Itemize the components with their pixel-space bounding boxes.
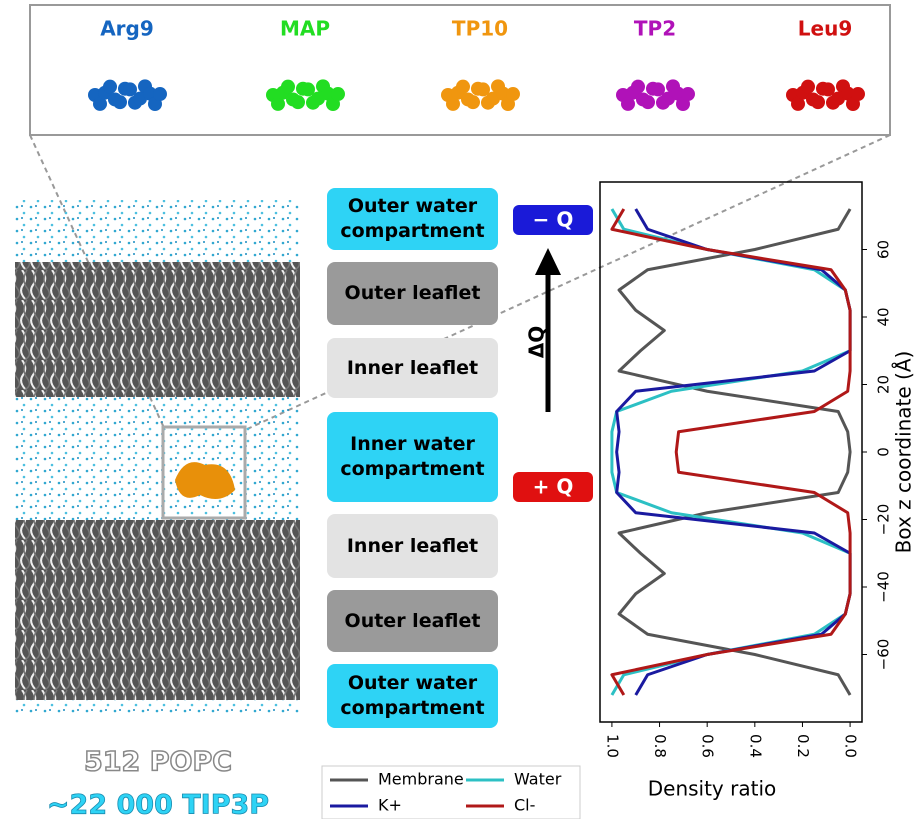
compartment-label: Outer leaflet — [327, 590, 498, 652]
peptide-atom — [103, 80, 117, 94]
y-tick-label: 20 — [875, 375, 893, 394]
page: − Q + Q ΔQ 512 POPC ~22 000 TIP3P Densit… — [0, 0, 917, 819]
legend-label: K+ — [378, 796, 402, 815]
peptide-atom — [291, 95, 305, 109]
x-tick-label: 0.4 — [746, 734, 764, 758]
y-tick-label: −40 — [875, 571, 893, 603]
y-tick-label: 60 — [875, 240, 893, 259]
charge-label: + Q — [533, 475, 574, 499]
peptide-name: TP2 — [634, 17, 676, 41]
x-tick-label: 0.6 — [699, 734, 717, 758]
compartment-label: Inner leaflet — [327, 514, 498, 578]
density-line — [612, 209, 850, 695]
peptide-atom — [113, 95, 127, 109]
lipid-count: 512 POPC — [84, 747, 232, 778]
y-tick-label: −60 — [875, 639, 893, 671]
legend-label: Water — [514, 770, 562, 789]
compartment-label: Outer water compartment — [327, 664, 498, 728]
peptide-atom — [631, 80, 645, 94]
peptide-atom — [641, 95, 655, 109]
compartment-label: Outer water compartment — [327, 188, 498, 250]
charge-label: − Q — [533, 208, 574, 232]
plot-frame — [600, 182, 862, 722]
legend-label: Cl- — [514, 796, 535, 815]
peptide-name: Leu9 — [798, 17, 852, 41]
compartment-label: Inner water compartment — [327, 412, 498, 502]
peptide-atom — [506, 87, 520, 101]
compartment-label: Outer leaflet — [327, 262, 498, 325]
y-tick-label: −20 — [875, 504, 893, 536]
peptide-name: MAP — [280, 17, 330, 41]
peptide-atom — [681, 87, 695, 101]
gradient-label: ΔQ — [525, 326, 549, 358]
x-axis-label: Density ratio — [648, 777, 777, 801]
peptide-atom — [456, 80, 470, 94]
peptide-name: Arg9 — [100, 17, 154, 41]
x-tick-label: 1.0 — [603, 734, 621, 758]
y-tick-label: 40 — [875, 307, 893, 326]
peptide-atom — [801, 80, 815, 94]
peptide-atom — [281, 80, 295, 94]
peptide-atom — [153, 87, 167, 101]
density-line — [617, 209, 850, 695]
lipid-tails — [15, 520, 300, 700]
peptide-atom — [466, 95, 480, 109]
density-line — [619, 209, 850, 695]
y-axis-label: Box z coordinate (Å) — [892, 351, 916, 554]
peptide-name: TP10 — [452, 17, 508, 41]
density-line — [612, 209, 850, 695]
legend-label: Membrane — [378, 770, 464, 789]
x-tick-label: 0.2 — [794, 734, 812, 758]
peptide-atom — [811, 95, 825, 109]
peptide-atom — [851, 87, 865, 101]
x-tick-label: 0.8 — [651, 734, 669, 758]
compartment-label: Inner leaflet — [327, 338, 498, 398]
lipid-tails — [15, 262, 300, 397]
arrow-head — [535, 248, 561, 275]
water-count: ~22 000 TIP3P — [47, 790, 269, 819]
x-tick-label: 0.0 — [842, 734, 860, 758]
y-tick-label: 0 — [875, 447, 893, 457]
peptide-atom — [331, 87, 345, 101]
